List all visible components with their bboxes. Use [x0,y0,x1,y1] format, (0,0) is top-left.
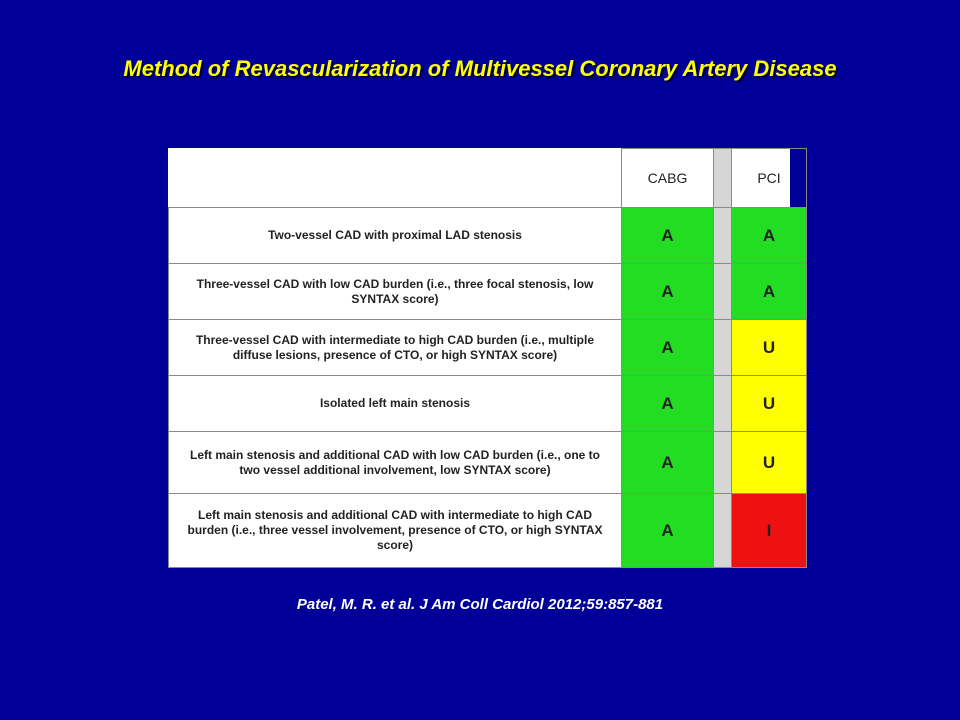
table-row: Left main stenosis and additional CAD wi… [168,431,807,494]
pci-rating: A [731,207,807,264]
column-separator [713,207,732,264]
column-separator [713,263,732,320]
cabg-rating: A [621,431,714,494]
column-separator [713,148,732,208]
header-blank-cell [168,148,622,208]
row-description: Three-vessel CAD with intermediate to hi… [168,319,622,376]
cabg-rating: A [621,207,714,264]
row-description: Two-vessel CAD with proximal LAD stenosi… [168,207,622,264]
row-description: Isolated left main stenosis [168,375,622,432]
table-row: Three-vessel CAD with intermediate to hi… [168,319,807,376]
pci-rating: U [731,319,807,376]
cabg-rating: A [621,375,714,432]
appropriateness-table-container: CABG PCI Two-vessel CAD with proximal LA… [168,148,807,568]
slide-title: Method of Revascularization of Multivess… [123,56,837,81]
row-description: Left main stenosis and additional CAD wi… [168,431,622,494]
table-row: Left main stenosis and additional CAD wi… [168,493,807,568]
cabg-rating: A [621,493,714,568]
column-separator [713,375,732,432]
pci-rating: U [731,375,807,432]
pci-rating: A [731,263,807,320]
citation: Patel, M. R. et al. J Am Coll Cardiol 20… [296,596,664,613]
column-separator [713,319,732,376]
pci-rating: U [731,431,807,494]
header-cabg: CABG [621,148,714,208]
column-separator [713,493,732,568]
header-pci: PCI [731,148,807,208]
table-row: Three-vessel CAD with low CAD burden (i.… [168,263,807,320]
pci-rating: I [731,493,807,568]
cabg-rating: A [621,319,714,376]
cabg-rating: A [621,263,714,320]
appropriateness-table: CABG PCI Two-vessel CAD with proximal LA… [168,148,807,568]
table-row: Two-vessel CAD with proximal LAD stenosi… [168,207,807,264]
table-header-row: CABG PCI [168,148,807,208]
row-description: Three-vessel CAD with low CAD burden (i.… [168,263,622,320]
table-row: Isolated left main stenosis A U [168,375,807,432]
column-separator [713,431,732,494]
row-description: Left main stenosis and additional CAD wi… [168,493,622,568]
